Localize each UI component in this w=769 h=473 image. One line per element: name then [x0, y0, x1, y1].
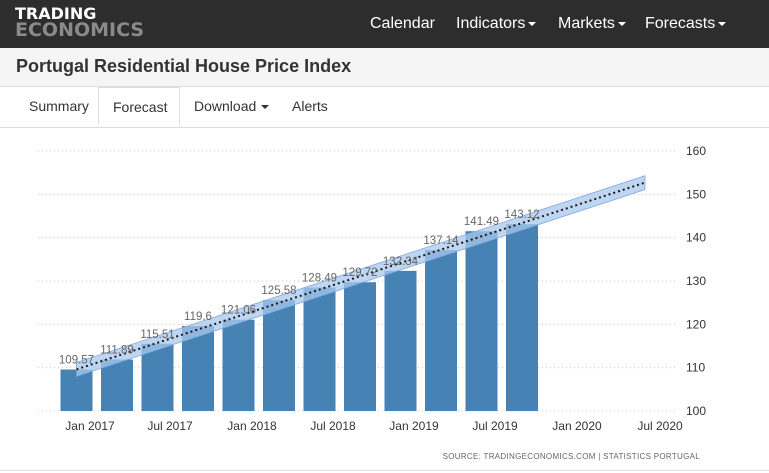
y-tick-label: 150 — [686, 187, 706, 201]
chevron-down-icon — [617, 21, 626, 26]
x-tick-label: Jan 2020 — [552, 419, 602, 433]
tab-summary[interactable]: Summary — [29, 87, 89, 127]
data-label: 125.58 — [261, 285, 296, 297]
y-tick-label: 130 — [686, 274, 706, 288]
data-label: 109.57 — [59, 355, 94, 367]
bar — [465, 231, 498, 411]
chevron-down-icon — [261, 105, 270, 110]
tab-download[interactable]: Download — [194, 87, 270, 127]
x-tick-label: Jan 2018 — [227, 419, 277, 433]
tab-summary-label: Summary — [29, 98, 89, 114]
bar — [344, 282, 376, 411]
tab-bar: Summary Forecast Download Alerts — [0, 87, 769, 128]
data-label: 141.49 — [464, 216, 499, 228]
x-tick-label: Jan 2019 — [389, 419, 439, 433]
data-label: 129.72 — [342, 267, 377, 279]
logo-line-1: TRADING — [15, 4, 97, 23]
nav-markets[interactable]: Markets — [558, 0, 626, 48]
tab-download-label: Download — [194, 98, 257, 114]
bar — [263, 300, 295, 411]
bar — [303, 287, 336, 411]
source-note: SOURCE: TRADINGECONOMICS.COM | STATISTIC… — [443, 452, 701, 461]
nav-indicators-label: Indicators — [456, 15, 526, 32]
data-label: 119.6 — [184, 311, 212, 323]
nav-forecasts[interactable]: Forecasts — [645, 0, 727, 48]
data-label: 115.51 — [140, 329, 174, 341]
data-label: 143.12 — [504, 209, 539, 221]
data-label: 121.06 — [221, 305, 256, 317]
y-tick-label: 110 — [686, 361, 705, 375]
bar — [425, 250, 457, 411]
y-tick-label: 140 — [686, 231, 706, 245]
title-bar: Portugal Residential House Price Index — [0, 48, 769, 87]
x-tick-label: Jul 2019 — [472, 419, 518, 433]
bar — [101, 359, 133, 411]
bar — [222, 319, 255, 411]
logo-line-2: ECONOMICS — [15, 19, 145, 41]
nav-indicators[interactable]: Indicators — [456, 0, 537, 48]
bar — [506, 224, 538, 411]
y-tick-label: 100 — [686, 404, 706, 418]
y-tick-label: 160 — [686, 144, 706, 158]
nav-calendar[interactable]: Calendar — [370, 0, 435, 48]
nav-calendar-label: Calendar — [370, 15, 435, 32]
tab-alerts-label: Alerts — [292, 98, 328, 114]
divider — [0, 470, 769, 471]
x-tick-label: Jan 2017 — [65, 419, 115, 433]
tab-forecast[interactable]: Forecast — [98, 87, 180, 126]
nav-forecasts-label: Forecasts — [645, 15, 716, 32]
x-tick-label: Jul 2020 — [637, 419, 683, 433]
forecast-band — [76, 175, 646, 377]
page-title: Portugal Residential House Price Index — [16, 56, 352, 76]
y-tick-label: 120 — [686, 317, 706, 331]
data-label: 132.34 — [383, 256, 419, 268]
tab-alerts[interactable]: Alerts — [292, 87, 328, 127]
data-label: 137.14 — [423, 235, 459, 247]
data-label: 111.89 — [100, 344, 133, 356]
tab-forecast-label: Forecast — [113, 99, 168, 115]
bar — [384, 270, 417, 411]
nav-markets-label: Markets — [558, 15, 615, 32]
chevron-down-icon — [528, 21, 537, 26]
x-tick-label: Jul 2018 — [310, 419, 356, 433]
bar — [141, 343, 174, 411]
trading-economics-logo[interactable]: TRADING ECONOMICS — [15, 4, 145, 41]
x-tick-label: Jul 2017 — [147, 419, 193, 433]
data-label: 128.49 — [302, 273, 337, 285]
house-price-index-chart: 100 110 120 130 140 150 160 109.57 111.89 115.51 1… — [38, 144, 706, 461]
top-nav-bar: TRADING ECONOMICS Calendar Indicators Ma… — [0, 0, 769, 48]
chevron-down-icon — [718, 21, 727, 26]
